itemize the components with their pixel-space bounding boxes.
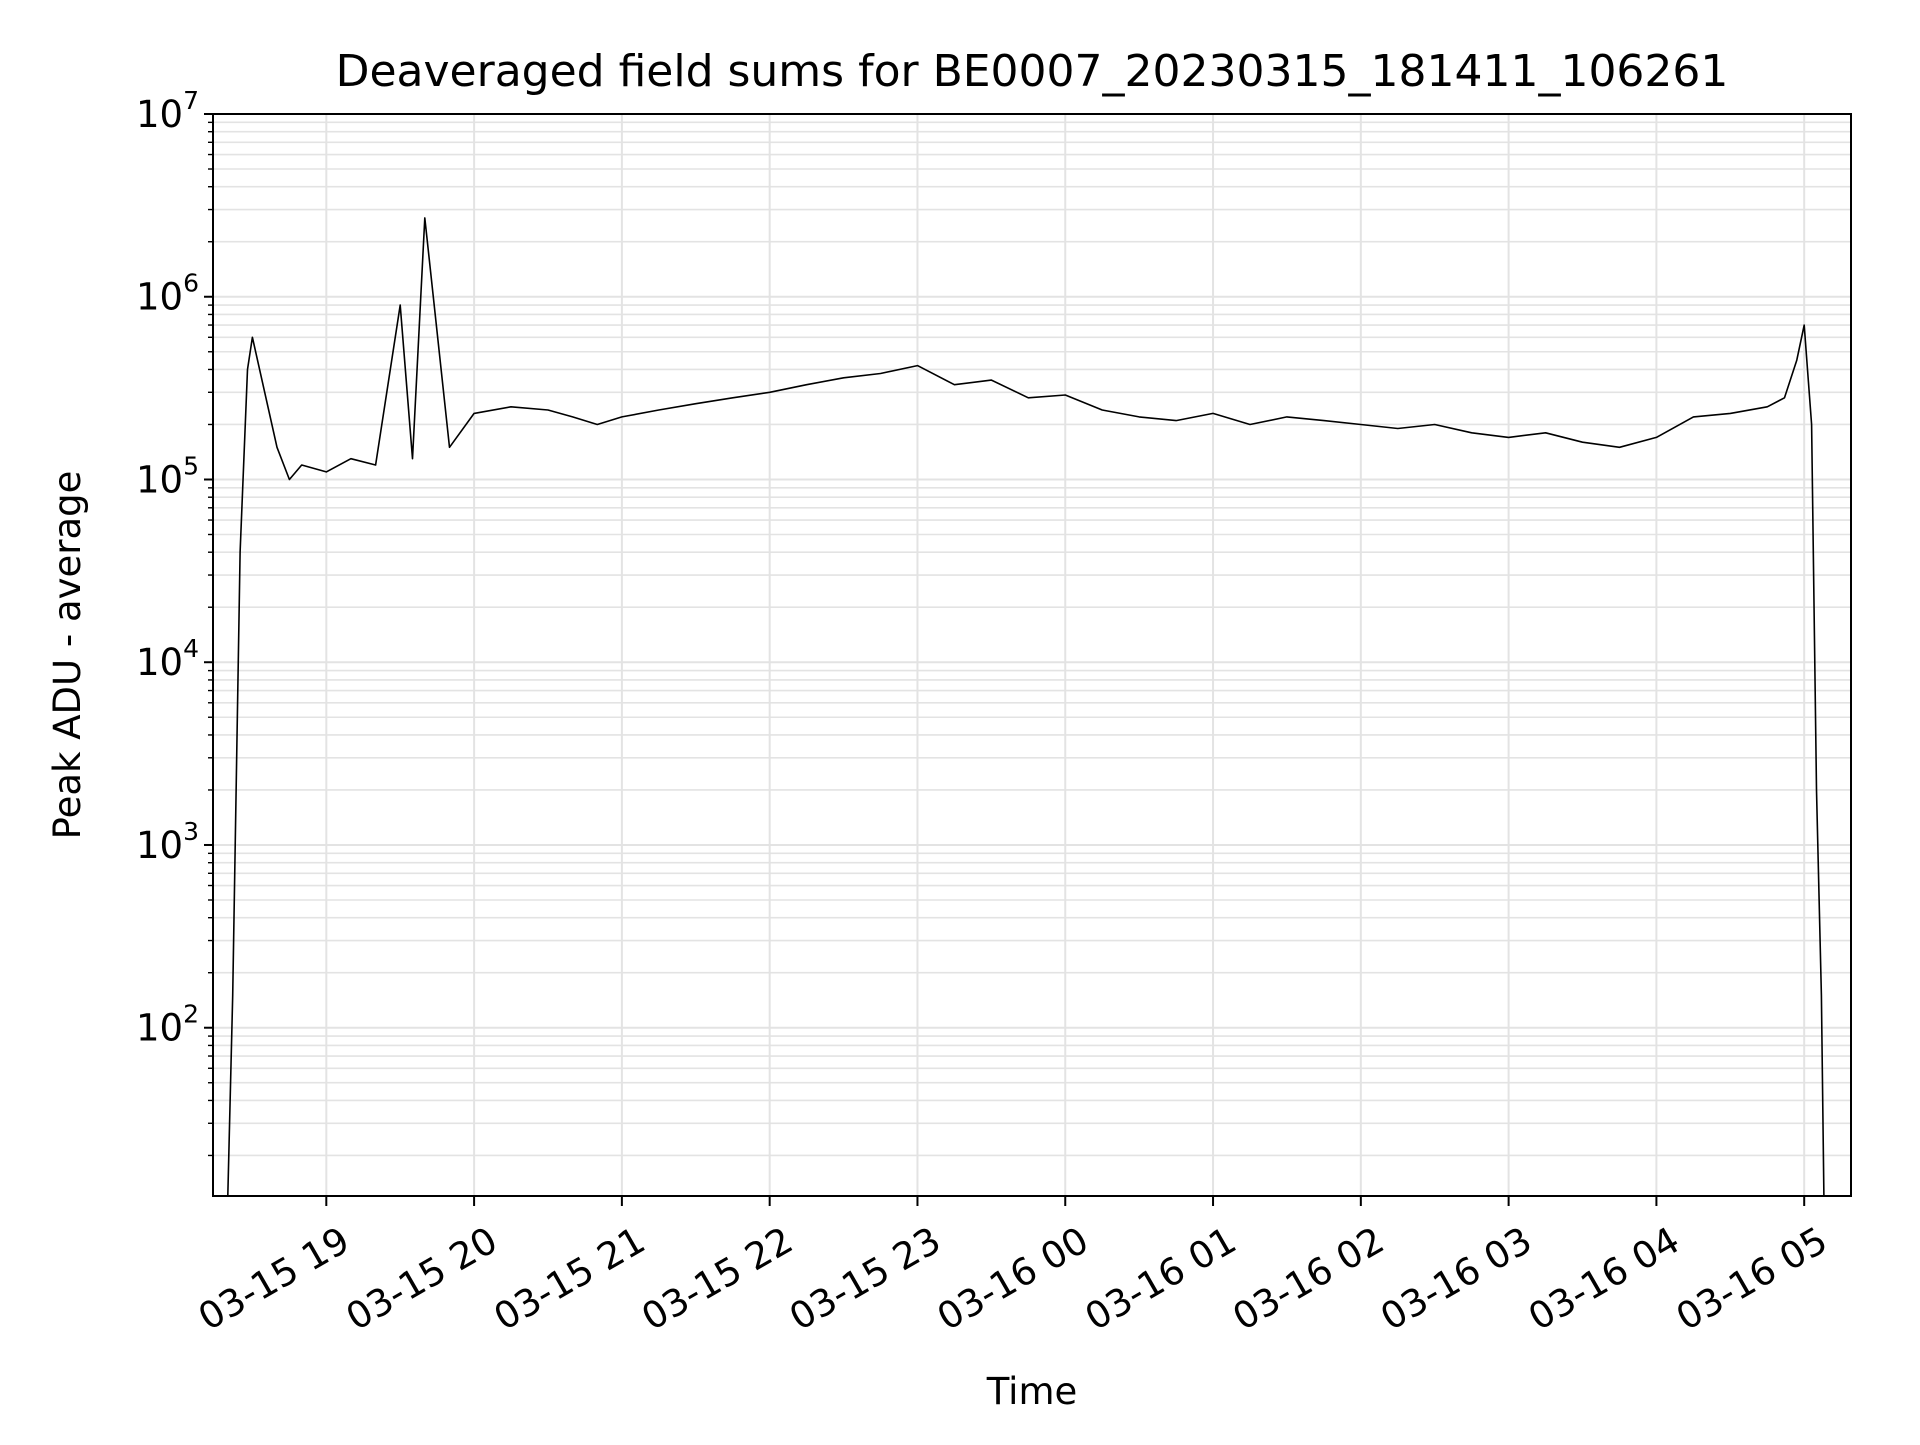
y-tick-label: 105: [136, 451, 199, 501]
y-tick-label: 104: [136, 634, 199, 684]
y-axis-label: Peak ADU - average: [46, 471, 89, 840]
y-tick-label: 103: [136, 817, 199, 867]
y-tick-label: 106: [136, 269, 199, 319]
line-layer: [227, 217, 1825, 1197]
chart-title: Deaveraged field sums for BE0007_2023031…: [336, 46, 1729, 97]
grid-layer: [213, 113, 1851, 1196]
y-tick-label: 107: [136, 86, 199, 136]
series-line: [227, 217, 1825, 1197]
x-axis-label: Time: [986, 1370, 1078, 1413]
plot-frame: [212, 113, 1852, 1197]
y-tick-label: 102: [136, 1000, 199, 1050]
